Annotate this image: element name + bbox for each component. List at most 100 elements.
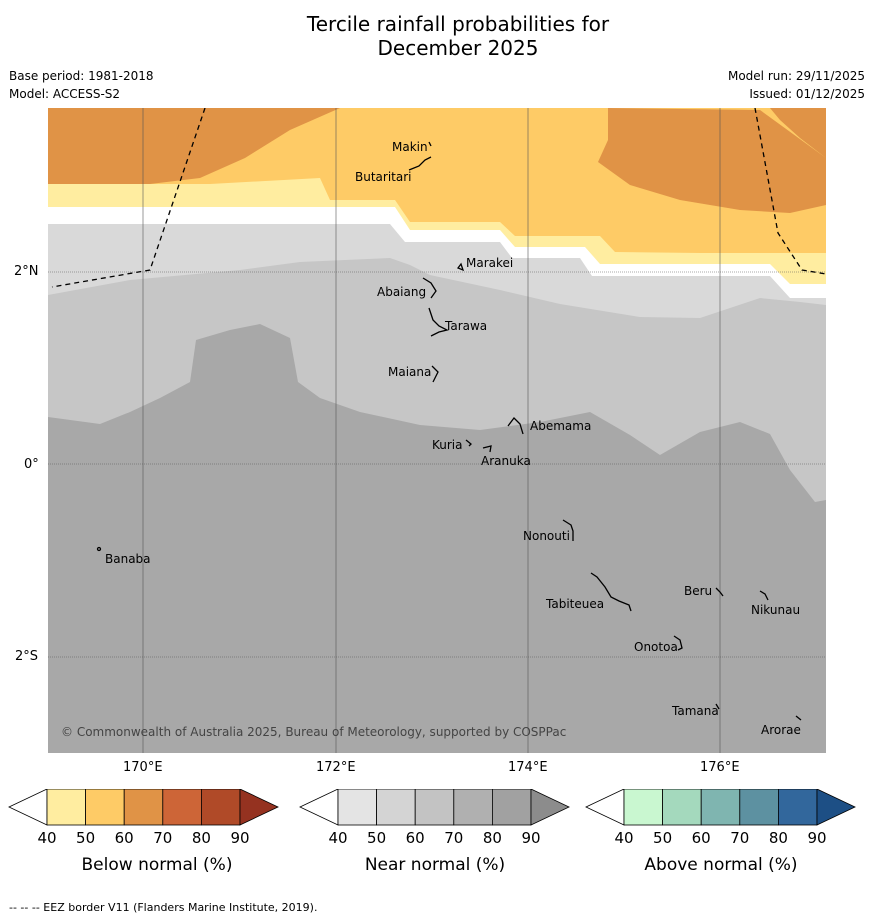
near-normal-60-70-region — [48, 324, 826, 753]
island-kuria — [465, 439, 472, 447]
colorbar-tick-label: 90 — [230, 829, 250, 847]
colorbar-segment — [700, 789, 741, 826]
legend-above-label: Above normal (%) — [644, 855, 798, 875]
below-normal-60-70-region-east — [598, 108, 826, 213]
colorbar-1 — [299, 789, 570, 826]
island-maiana — [431, 365, 439, 383]
copyright-notice: © Commonwealth of Australia 2025, Bureau… — [61, 725, 566, 739]
colorbar-2 — [585, 789, 856, 826]
lat-tick-2n: 2°N — [14, 264, 39, 279]
colorbar-over-triangle — [816, 789, 856, 826]
island-arorae — [795, 715, 802, 721]
label-nonouti: Nonouti — [523, 529, 570, 543]
island-beru — [715, 587, 724, 597]
island-onotoa — [673, 635, 683, 651]
colorbar-under-triangle — [299, 789, 339, 826]
label-tabiteuea: Tabiteuea — [545, 597, 604, 611]
lat-tick-0: 0° — [24, 457, 39, 472]
island-aranuka — [482, 445, 492, 453]
colorbar-over-triangle — [239, 789, 279, 826]
label-maiana: Maiana — [388, 365, 431, 379]
island-makin — [428, 141, 432, 147]
colorbar-tick-label: 80 — [768, 829, 788, 847]
label-butaritari: Butaritari — [355, 170, 412, 184]
label-nikunau: Nikunau — [751, 603, 800, 617]
legend-near-label: Near normal (%) — [364, 855, 506, 875]
label-beru: Beru — [684, 584, 712, 598]
lon-tick-172: 172°E — [316, 760, 356, 775]
colorbar-tick-label: 50 — [76, 829, 96, 847]
colorbar-tick-label: 80 — [191, 829, 211, 847]
colorbar-segment — [453, 789, 493, 826]
title-line-1: Tercile rainfall probabilities for — [306, 12, 610, 36]
colorbar-tick-label: 90 — [521, 829, 541, 847]
colorbar-tick-label: 70 — [730, 829, 750, 847]
colorbar-tick-label: 50 — [653, 829, 673, 847]
colorbar-segment — [162, 789, 202, 826]
model-name: Model: ACCESS-S2 — [9, 87, 121, 101]
colorbar-under-triangle — [585, 789, 625, 826]
colorbar-tick-label: 80 — [482, 829, 502, 847]
colorbar-segment — [739, 789, 779, 826]
lon-tick-176: 176°E — [700, 760, 740, 775]
colorbar-segment — [491, 789, 532, 826]
colorbar-over-triangle — [530, 789, 570, 826]
colorbar-tick-label: 90 — [807, 829, 827, 847]
colorbar-segment — [337, 789, 377, 826]
island-outlines — [96, 141, 802, 721]
colorbar-tick-label: 70 — [444, 829, 464, 847]
island-abaiang — [422, 277, 437, 299]
colorbar-0 — [8, 789, 279, 826]
island-banaba — [96, 546, 102, 552]
eez-footnote: -- -- -- EEZ border V11 (Flanders Marine… — [9, 901, 318, 914]
colorbar-segment — [123, 789, 164, 826]
colorbar-segment — [85, 789, 125, 826]
colorbar-tick-label: 50 — [367, 829, 387, 847]
base-period: Base period: 1981-2018 — [9, 69, 154, 83]
colorbar-under-triangle — [8, 789, 48, 826]
island-nonouti — [562, 519, 574, 541]
colorbar-segment — [623, 789, 663, 826]
colorbars — [8, 789, 856, 826]
colorbar-segment — [778, 789, 818, 826]
below-normal-60-70-region — [48, 108, 340, 184]
colorbar-tick-label: 40 — [614, 829, 634, 847]
island-butaritari — [408, 156, 432, 171]
colorbar-tick-label: 60 — [405, 829, 425, 847]
label-makin: Makin — [392, 140, 428, 154]
colorbar-tick-label: 40 — [328, 829, 348, 847]
label-kuria: Kuria — [432, 438, 463, 452]
colorbar-segment — [662, 789, 702, 826]
label-marakei: Marakei — [466, 256, 513, 270]
graticule — [48, 108, 826, 753]
label-banaba: Banaba — [105, 552, 151, 566]
issued-date: Issued: 01/12/2025 — [749, 87, 865, 101]
label-tamana: Tamana — [671, 704, 719, 718]
label-abemama: Abemama — [530, 419, 591, 433]
colorbar-segment — [414, 789, 455, 826]
model-run: Model run: 29/11/2025 — [727, 69, 865, 83]
label-aranuka: Aranuka — [481, 454, 531, 468]
island-marakei — [456, 262, 465, 272]
label-onotoa: Onotoa — [634, 640, 678, 654]
below-normal-40-50-region — [48, 178, 826, 284]
label-tarawa: Tarawa — [444, 319, 487, 333]
island-nikunau — [759, 590, 769, 601]
label-abaiang: Abaiang — [377, 285, 426, 299]
island-tarawa — [428, 307, 449, 337]
forecast-map: Makin Butaritari Marakei Abaiang Tarawa … — [48, 108, 826, 753]
lon-tick-174: 174°E — [508, 760, 548, 775]
lon-tick-170: 170°E — [123, 760, 163, 775]
island-tamana — [715, 703, 720, 710]
lat-tick-2s: 2°S — [15, 649, 39, 664]
colorbar-tick-label: 40 — [37, 829, 57, 847]
colorbar-tick-label: 60 — [691, 829, 711, 847]
eez-border — [51, 108, 826, 288]
chart-title: Tercile rainfall probabilities for Decem… — [0, 12, 873, 60]
island-abemama — [507, 417, 524, 435]
colorbar-tick-label: 70 — [153, 829, 173, 847]
colorbar-segment — [376, 789, 416, 826]
label-arorae: Arorae — [761, 723, 801, 737]
island-tabiteuea — [590, 572, 632, 612]
colorbar-tick-label: 60 — [114, 829, 134, 847]
